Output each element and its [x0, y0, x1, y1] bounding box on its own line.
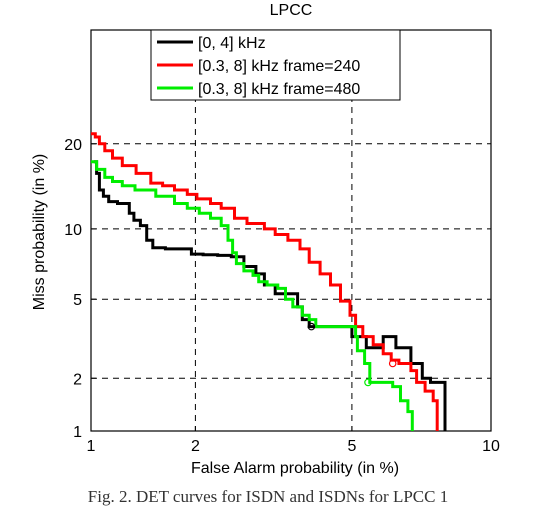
- series-line-0: [93, 160, 447, 431]
- y-tick-label-10: 10: [64, 222, 82, 239]
- x-tick-label-2: 2: [191, 438, 200, 455]
- series-marker-2: [364, 378, 372, 387]
- chart-title: LPCC: [270, 2, 313, 19]
- x-tick-label-1: 1: [87, 438, 96, 455]
- legend-label-frame-240: [0.3, 8] kHz frame=240: [198, 58, 360, 75]
- series-marker-0: [307, 322, 316, 331]
- y-tick-label-1: 1: [73, 424, 82, 441]
- y-tick-label-5: 5: [73, 292, 82, 309]
- series-line-2: [91, 160, 414, 431]
- det-chart: LPCC 1 2 5 10 1 2 5 10 20 [0, 4] kHz [0.3, 8] kH…: [31, 2, 500, 477]
- x-tick-label-5: 5: [347, 438, 356, 455]
- y-tick-label-20: 20: [64, 137, 82, 154]
- axis-ticks: 1 2 5 10 1 2 5 10 20: [64, 137, 500, 455]
- y-tick-label-2: 2: [73, 371, 82, 388]
- legend: [0, 4] kHz [0.3, 8] kHz frame=240 [0.3, …: [150, 29, 401, 101]
- series-marker-1: [388, 359, 397, 368]
- figure-caption: Fig. 2. DET curves for ISDN and ISDNs fo…: [87, 487, 449, 506]
- x-axis-label: False Alarm probability (in %): [191, 460, 399, 477]
- x-tick-label-10: 10: [482, 438, 500, 455]
- legend-label-0-4-khz: [0, 4] kHz: [198, 35, 266, 52]
- y-axis-label: Miss probability (in %): [31, 154, 48, 310]
- legend-label-frame-480: [0.3, 8] kHz frame=480: [198, 81, 360, 98]
- series-markers: [307, 322, 397, 387]
